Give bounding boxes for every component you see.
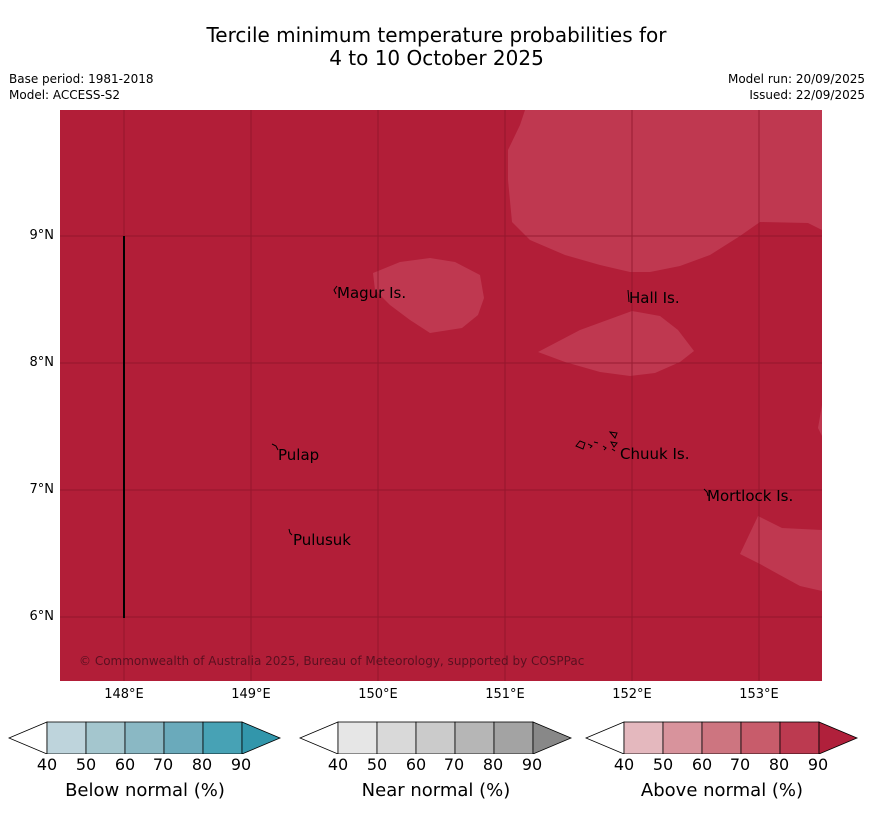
colorbar-above-label: Above normal (%) (640, 780, 804, 801)
colorbar-below-swatch-70 (163, 721, 204, 754)
lat-tick-7n: 7°N (29, 482, 55, 497)
model-name: Model: ACCESS-S2 (9, 88, 121, 102)
meta-right: Model run: 20/09/2025 Issued: 22/09/2025 (728, 71, 865, 103)
colorbar-above-tick-40: 40 (613, 755, 635, 774)
colorbar-near-over-triangle (532, 721, 573, 754)
colorbar-above-tick-70: 70 (729, 755, 751, 774)
colorbar-near-swatch-40 (337, 721, 378, 754)
colorbar-near-tick-90: 90 (521, 755, 543, 774)
colorbar-above-tick-80: 80 (768, 755, 790, 774)
colorbar-near-tick-40: 40 (327, 755, 349, 774)
colorbar-near-swatch-60 (415, 721, 456, 754)
colorbar-above-swatch-70 (740, 721, 781, 754)
place-label-chuuk: Chuuk Is. (620, 445, 689, 463)
lon-tick-148e: 148°E (104, 687, 144, 702)
lon-tick-152e: 152°E (612, 687, 652, 702)
hall-island-outline (627, 289, 630, 303)
colorbar-near-tick-50: 50 (366, 755, 388, 774)
island-outlines (271, 285, 709, 536)
colorbar-above (585, 721, 859, 754)
place-label-magur: Magur Is. (337, 284, 406, 302)
colorbar-below-swatch-50 (85, 721, 126, 754)
lon-tick-149e: 149°E (231, 687, 271, 702)
colorbar-below-under-triangle (8, 721, 48, 754)
colorbar-near-label: Near normal (%) (361, 780, 511, 801)
light-patch-hall (538, 311, 694, 376)
colorbar-below-tick-70: 70 (152, 755, 174, 774)
place-label-hall: Hall Is. (629, 289, 680, 307)
colorbar-below-swatch-60 (124, 721, 165, 754)
colorbar-near-tick-80: 80 (482, 755, 504, 774)
colorbar-near-tick-60: 60 (405, 755, 427, 774)
colorbar-above-tick-50: 50 (652, 755, 674, 774)
colorbar-above-under-triangle (585, 721, 625, 754)
colorbar-below-swatches (8, 721, 282, 754)
lon-tick-153e: 153°E (739, 687, 779, 702)
light-patch-northeast (508, 110, 822, 272)
magur-island-outline (333, 285, 338, 295)
colorbar-above-swatch-40 (623, 721, 664, 754)
place-label-pulap: Pulap (278, 446, 319, 464)
title-line-1: Tercile minimum temperature probabilitie… (206, 23, 667, 47)
base-period: Base period: 1981-2018 (9, 72, 154, 86)
chuuk-lagoon-outline (575, 431, 618, 452)
colorbar-near-swatch-70 (454, 721, 495, 754)
probability-map: Magur Is. Hall Is. Pulap Chuuk Is. Mortl… (60, 110, 822, 681)
colorbar-above-swatch-50 (662, 721, 703, 754)
pulap-island-outline (271, 443, 279, 451)
colorbar-above-swatches (585, 721, 859, 754)
colorbar-near-swatch-50 (376, 721, 417, 754)
colorbar-below-tick-80: 80 (191, 755, 213, 774)
colorbar-near-under-triangle (299, 721, 339, 754)
colorbar-below-over-triangle (241, 721, 282, 754)
place-labels: Magur Is. Hall Is. Pulap Chuuk Is. Mortl… (278, 284, 793, 549)
lat-tick-9n: 9°N (29, 228, 55, 243)
lat-tick-8n: 8°N (29, 355, 55, 370)
colorbar-above-tick-60: 60 (691, 755, 713, 774)
colorbar-above-over-triangle (818, 721, 859, 754)
colorbar-below-tick-90: 90 (230, 755, 252, 774)
light-patch-magur (373, 258, 484, 333)
pulusuk-island-outline (288, 528, 293, 536)
light-patch-east-edge (818, 405, 822, 436)
model-run: Model run: 20/09/2025 (727, 72, 865, 86)
meta-left: Base period: 1981-2018 Model: ACCESS-S2 (9, 71, 154, 103)
colorbar-above-tick-90: 90 (807, 755, 829, 774)
issued-date: Issued: 22/09/2025 (749, 88, 865, 102)
place-label-mortlock: Mortlock Is. (707, 487, 793, 505)
lon-tick-150e: 150°E (358, 687, 398, 702)
colorbar-below (8, 721, 282, 754)
lat-tick-6n: 6°N (29, 609, 55, 624)
colorbar-below-tick-40: 40 (36, 755, 58, 774)
mortlock-island-outline (703, 488, 709, 497)
colorbar-above-swatch-60 (701, 721, 742, 754)
colorbar-near-swatch-80 (493, 721, 534, 754)
gridlines (60, 110, 822, 681)
light-patch-southeast (740, 516, 822, 591)
copyright-notice: © Commonwealth of Australia 2025, Bureau… (79, 654, 585, 668)
colorbar-below-tick-50: 50 (75, 755, 97, 774)
colorbar-near-swatches (299, 721, 573, 754)
title-line-2: 4 to 10 October 2025 (329, 46, 544, 70)
colorbar-below-label: Below normal (%) (65, 780, 225, 801)
colorbar-below-swatch-80 (202, 721, 243, 754)
colorbar-above-swatch-80 (779, 721, 820, 754)
place-label-pulusuk: Pulusuk (293, 531, 351, 549)
colorbar-below-tick-60: 60 (114, 755, 136, 774)
lon-tick-151e: 151°E (485, 687, 525, 702)
colorbar-below-swatch-40 (46, 721, 87, 754)
colorbar-near (299, 721, 573, 754)
colorbar-near-tick-70: 70 (443, 755, 465, 774)
